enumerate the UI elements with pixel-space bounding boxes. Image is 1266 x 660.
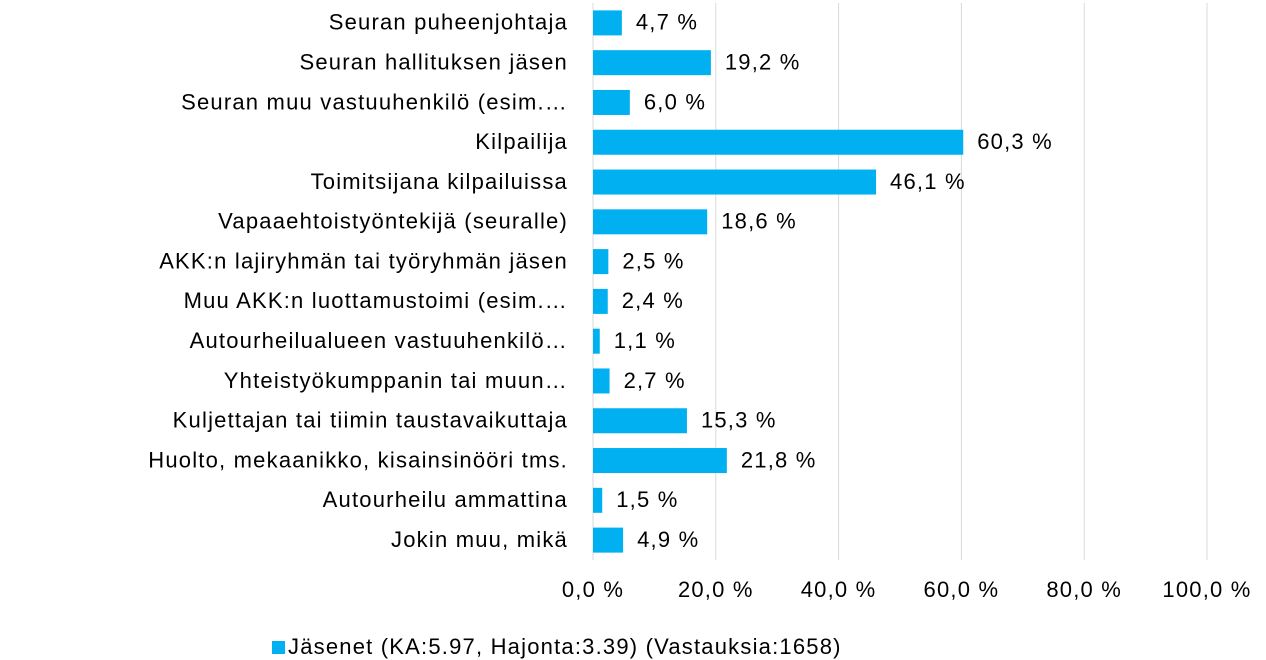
data-label: 19,2 % — [725, 49, 801, 74]
bar — [593, 209, 708, 235]
bar — [593, 328, 600, 354]
data-label: 4,9 % — [637, 527, 699, 552]
bar — [593, 288, 608, 314]
bar — [593, 89, 630, 115]
bar — [593, 249, 609, 275]
x-tick-label: 40,0 % — [801, 577, 877, 602]
y-tick-label: Seuran hallituksen jäsen — [299, 49, 568, 74]
x-tick-label: 20,0 % — [678, 577, 754, 602]
bar — [593, 129, 964, 155]
x-tick-label: 0,0 % — [562, 577, 624, 602]
y-tick-label: AKK:n lajiryhmän tai työryhmän jäsen — [159, 248, 568, 273]
bar — [593, 169, 877, 195]
data-label: 2,5 % — [622, 248, 684, 273]
bar — [593, 408, 687, 434]
bar — [593, 50, 711, 76]
y-tick-label: Muu AKK:n luottamustoimi (esim.… — [184, 288, 568, 313]
x-tick-label: 100,0 % — [1162, 577, 1251, 602]
y-tick-label: Toimitsijana kilpailuissa — [311, 169, 568, 194]
bar — [593, 10, 622, 36]
x-tick-label: 60,0 % — [924, 577, 1000, 602]
data-label: 6,0 % — [644, 89, 706, 114]
data-label: 1,1 % — [614, 328, 676, 353]
y-tick-label: Vapaaehtoistyöntekijä (seuralle) — [218, 209, 568, 234]
data-label: 46,1 % — [890, 169, 966, 194]
data-label: 18,6 % — [721, 209, 797, 234]
data-label: 2,4 % — [622, 288, 684, 313]
y-tick-label: Kilpailija — [475, 129, 568, 154]
bar — [593, 368, 610, 394]
legend-swatch — [272, 641, 285, 654]
data-label: 21,8 % — [741, 447, 817, 472]
data-label: 2,7 % — [624, 368, 686, 393]
legend-label: Jäsenet (KA:5.97, Hajonta:3.39) (Vastauk… — [288, 634, 842, 659]
y-tick-label: Seuran muu vastuuhenkilö (esim.… — [181, 89, 568, 114]
bar — [593, 448, 727, 474]
bar — [593, 487, 603, 513]
data-label: 4,7 % — [636, 10, 698, 35]
y-tick-label: Autourheilualueen vastuuhenkilö… — [190, 328, 568, 353]
y-tick-label: Kuljettajan tai tiimin taustavaikuttaja — [173, 408, 568, 433]
data-label: 60,3 % — [977, 129, 1053, 154]
y-tick-label: Autourheilu ammattina — [323, 487, 568, 512]
x-tick-label: 80,0 % — [1046, 577, 1122, 602]
y-tick-label: Jokin muu, mikä — [391, 527, 568, 552]
y-tick-label: Yhteistyökumppanin tai muun… — [224, 368, 568, 393]
data-label: 1,5 % — [616, 487, 678, 512]
data-label: 15,3 % — [701, 408, 777, 433]
y-tick-label: Seuran puheenjohtaja — [329, 10, 568, 35]
bar — [593, 527, 624, 553]
y-tick-label: Huolto, mekaanikko, kisainsinööri tms. — [148, 447, 568, 472]
